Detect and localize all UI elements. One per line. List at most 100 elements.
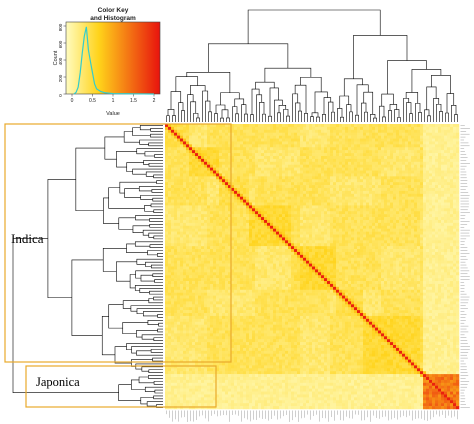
heatmap-cell bbox=[276, 147, 280, 151]
heatmap-cell bbox=[192, 190, 196, 195]
heatmap-cell bbox=[330, 187, 334, 192]
heatmap-cell bbox=[267, 222, 271, 227]
heatmap-cell bbox=[354, 263, 358, 267]
heatmap-cell bbox=[384, 144, 388, 148]
heatmap-cell bbox=[201, 199, 205, 203]
heatmap-cell bbox=[390, 193, 394, 197]
heatmap-cell bbox=[450, 129, 454, 133]
heatmap-cell bbox=[315, 179, 319, 183]
heatmap-cell bbox=[423, 182, 427, 186]
heatmap-cell bbox=[396, 228, 400, 232]
dendrogram-branch bbox=[138, 186, 163, 192]
heatmap-cell bbox=[309, 129, 313, 133]
heatmap-cell bbox=[372, 132, 376, 136]
heatmap-cell bbox=[414, 150, 418, 154]
heatmap-cell bbox=[444, 138, 448, 142]
heatmap-cell bbox=[243, 147, 247, 151]
heatmap-cell bbox=[246, 138, 250, 142]
heatmap-cell bbox=[243, 155, 247, 160]
heatmap-cell bbox=[168, 193, 172, 197]
heatmap-cell bbox=[372, 222, 376, 227]
heatmap-cell bbox=[441, 167, 445, 171]
heatmap-cell bbox=[294, 208, 298, 212]
heatmap-cell bbox=[381, 214, 385, 218]
heatmap-cell bbox=[444, 179, 448, 183]
heatmap-cell bbox=[195, 217, 199, 221]
heatmap-cell bbox=[180, 129, 184, 133]
heatmap-cell bbox=[345, 132, 349, 136]
heatmap-cell bbox=[384, 187, 388, 192]
heatmap-cell bbox=[432, 147, 436, 151]
heatmap-cell bbox=[240, 254, 244, 259]
heatmap-cell bbox=[396, 199, 400, 203]
heatmap-cell bbox=[201, 155, 205, 160]
heatmap-cell bbox=[384, 208, 388, 212]
heatmap-cell bbox=[252, 187, 256, 192]
heatmap-cell bbox=[318, 170, 322, 174]
heatmap-cell bbox=[453, 260, 457, 264]
heatmap-cell bbox=[279, 144, 283, 148]
heatmap-cell bbox=[423, 240, 427, 244]
heatmap-cell bbox=[315, 129, 319, 133]
dendrogram-branch bbox=[370, 114, 376, 122]
heatmap-cell bbox=[423, 153, 427, 157]
heatmap-cell bbox=[234, 260, 238, 264]
heatmap-cell bbox=[438, 170, 442, 174]
heatmap-cell bbox=[219, 170, 223, 174]
heatmap-cell bbox=[252, 132, 256, 136]
heatmap-cell bbox=[342, 211, 346, 215]
heatmap-cell bbox=[399, 193, 403, 197]
heatmap-cell bbox=[297, 237, 301, 241]
heatmap-cell bbox=[180, 132, 184, 136]
heatmap-cell bbox=[171, 193, 175, 197]
heatmap-cell bbox=[243, 144, 247, 148]
heatmap-cell bbox=[210, 246, 214, 250]
heatmap-cell bbox=[381, 126, 385, 131]
heatmap-cell bbox=[429, 190, 433, 195]
heatmap-cell bbox=[255, 179, 259, 183]
dendrogram-branch bbox=[138, 376, 155, 384]
heatmap-cell bbox=[243, 138, 247, 142]
heatmap-cell bbox=[252, 225, 256, 229]
heatmap-cell bbox=[228, 260, 232, 264]
heatmap-cell bbox=[282, 150, 286, 154]
dendrogram-branch bbox=[220, 92, 240, 106]
dendrogram-branch bbox=[406, 102, 412, 122]
heatmap-cell bbox=[387, 138, 391, 142]
heatmap-cell bbox=[234, 185, 238, 189]
heatmap-cell bbox=[303, 135, 307, 139]
heatmap-cell bbox=[231, 199, 235, 203]
heatmap-cell bbox=[249, 196, 253, 200]
heatmap-cell bbox=[366, 129, 370, 133]
heatmap-cell bbox=[198, 225, 202, 229]
heatmap-cell bbox=[168, 132, 172, 136]
heatmap-cell bbox=[246, 176, 250, 180]
heatmap-cell bbox=[390, 185, 394, 189]
heatmap-cell bbox=[171, 246, 175, 250]
heatmap-cell bbox=[366, 153, 370, 157]
heatmap-cell bbox=[276, 135, 280, 139]
heatmap-cell bbox=[255, 170, 259, 174]
heatmap-cell bbox=[429, 144, 433, 148]
heatmap-cell bbox=[339, 153, 343, 157]
heatmap-cell bbox=[351, 214, 355, 218]
heatmap-cell bbox=[255, 135, 259, 139]
heatmap-cell bbox=[441, 237, 445, 241]
heatmap-cell bbox=[396, 187, 400, 192]
heatmap-cell bbox=[297, 147, 301, 151]
heatmap-cell bbox=[189, 260, 193, 264]
heatmap-cell bbox=[360, 234, 364, 238]
heatmap-cell bbox=[189, 173, 193, 177]
heatmap-cell bbox=[201, 211, 205, 215]
heatmap-cell bbox=[294, 251, 298, 256]
heatmap-cell bbox=[246, 126, 250, 131]
heatmap-cell bbox=[231, 254, 235, 259]
heatmap-cell bbox=[249, 249, 253, 253]
heatmap-cell bbox=[192, 254, 196, 259]
heatmap-cell bbox=[438, 222, 442, 227]
heatmap-cell bbox=[336, 190, 340, 195]
heatmap-cell bbox=[429, 185, 433, 189]
heatmap-cell bbox=[207, 179, 211, 183]
heatmap-cell bbox=[216, 161, 220, 165]
heatmap-cell bbox=[186, 231, 190, 235]
